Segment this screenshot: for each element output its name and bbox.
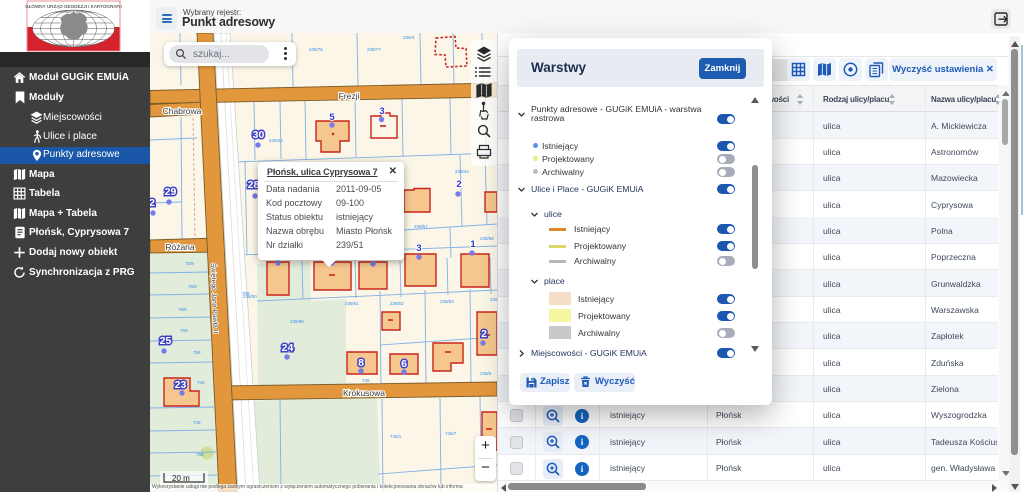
svg-text:6: 6 bbox=[401, 358, 407, 370]
svg-text:23: 23 bbox=[175, 379, 187, 391]
svg-text:756: 756 bbox=[242, 291, 250, 296]
svg-text:745: 745 bbox=[197, 380, 205, 385]
svg-text:745/1: 745/1 bbox=[390, 434, 402, 439]
svg-text:745: 745 bbox=[193, 420, 201, 425]
svg-text:239/55: 239/55 bbox=[290, 319, 304, 324]
svg-text:24: 24 bbox=[282, 342, 294, 354]
svg-text:75/5: 75/5 bbox=[178, 307, 187, 312]
svg-text:75/9: 75/9 bbox=[185, 261, 194, 266]
svg-text:29: 29 bbox=[165, 186, 177, 198]
svg-text:Różana: Różana bbox=[165, 242, 195, 252]
svg-text:30: 30 bbox=[253, 129, 265, 141]
svg-text:20 m: 20 m bbox=[172, 474, 190, 483]
svg-text:745/7: 745/7 bbox=[445, 431, 457, 436]
svg-text:3: 3 bbox=[379, 106, 384, 117]
svg-text:1: 1 bbox=[470, 239, 476, 250]
svg-text:2: 2 bbox=[456, 179, 461, 190]
svg-text:3: 3 bbox=[416, 243, 421, 254]
svg-text:75/8: 75/8 bbox=[188, 284, 197, 289]
svg-text:239/53: 239/53 bbox=[440, 299, 454, 304]
svg-text:2: 2 bbox=[150, 197, 155, 209]
svg-text:239/4: 239/4 bbox=[403, 35, 415, 40]
svg-text:745: 745 bbox=[362, 378, 370, 383]
svg-text:GŁÓWNY URZĄD GEODEZJI I KARTOG: GŁÓWNY URZĄD GEODEZJI I KARTOGRAFII bbox=[25, 3, 121, 9]
svg-text:239/76: 239/76 bbox=[309, 47, 323, 52]
svg-text:8: 8 bbox=[358, 357, 364, 369]
svg-text:5: 5 bbox=[329, 112, 335, 123]
svg-text:239/44: 239/44 bbox=[455, 169, 469, 174]
svg-text:239/42: 239/42 bbox=[269, 138, 283, 143]
svg-text:28: 28 bbox=[248, 179, 260, 191]
svg-text:239/57: 239/57 bbox=[414, 224, 428, 229]
svg-text:755: 755 bbox=[193, 350, 201, 355]
svg-text:239/77: 239/77 bbox=[367, 47, 381, 52]
svg-text:758: 758 bbox=[196, 452, 204, 457]
svg-text:Frezji: Frezji bbox=[339, 91, 360, 101]
svg-text:25: 25 bbox=[160, 335, 172, 347]
svg-text:239/58: 239/58 bbox=[480, 236, 494, 241]
svg-text:Krokusowa: Krokusowa bbox=[343, 388, 385, 398]
svg-text:239/50: 239/50 bbox=[243, 294, 257, 299]
svg-text:239/5: 239/5 bbox=[480, 371, 492, 376]
svg-text:750: 750 bbox=[180, 328, 188, 333]
svg-text:239/52: 239/52 bbox=[390, 301, 404, 306]
svg-text:2: 2 bbox=[481, 328, 487, 340]
svg-text:239/5: 239/5 bbox=[490, 297, 497, 302]
svg-text:239/51: 239/51 bbox=[345, 301, 359, 306]
svg-text:Chabrowa: Chabrowa bbox=[163, 106, 202, 116]
